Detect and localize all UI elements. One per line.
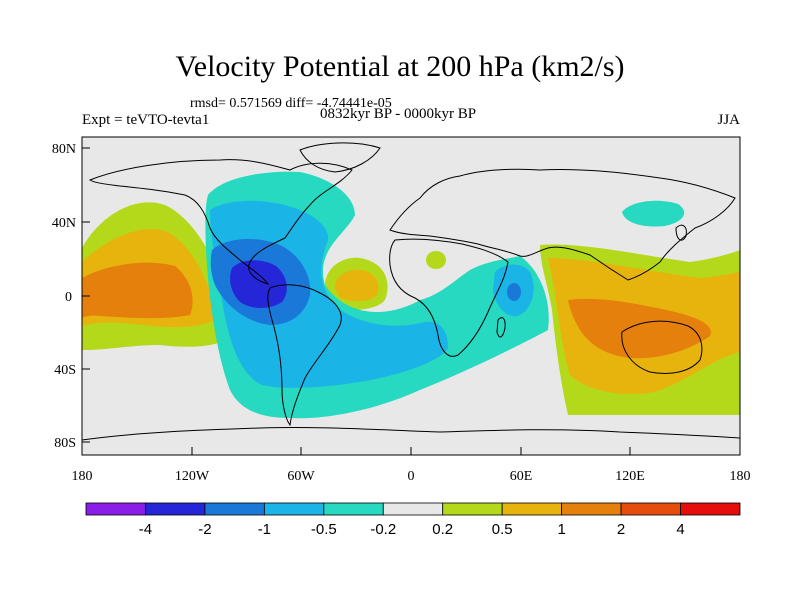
coast-australia bbox=[621, 320, 703, 374]
coast-japan bbox=[675, 224, 687, 241]
colorbar-label: -4 bbox=[139, 521, 152, 538]
contour-indo-pacific-1 bbox=[568, 298, 711, 359]
lat-label: 80N bbox=[52, 142, 76, 157]
colorbar-label: 2 bbox=[617, 521, 625, 538]
colorbar-label: -2 bbox=[198, 521, 211, 538]
period-label: 0832kyr BP - 0000kyr BP bbox=[320, 106, 477, 122]
stats-label: rmsd= 0.571569 diff= -4.74441e-05 bbox=[190, 96, 392, 111]
lon-label: 60W bbox=[287, 469, 315, 484]
colorbar-swatch bbox=[382, 502, 444, 516]
contour-indian-ocean-neg1 bbox=[507, 283, 521, 301]
colorbar-label: -1 bbox=[258, 521, 271, 538]
coastlines bbox=[82, 142, 740, 441]
colorbar: -4 -2 -1 -0.5 -0.2 0.2 0.5 1 2 4 bbox=[85, 502, 741, 538]
lon-axis: 180 120W 60W 0 60E 120E 180 bbox=[72, 447, 751, 484]
experiment-label: Expt = teVTO-tevta1 bbox=[82, 112, 210, 128]
lon-label: 180 bbox=[72, 469, 93, 484]
colorbar-label: 0.5 bbox=[492, 521, 513, 538]
season-label: JJA bbox=[717, 112, 740, 128]
colorbar-label: -0.2 bbox=[370, 521, 396, 538]
contour-africa-0.2 bbox=[426, 251, 446, 269]
lon-label: 120E bbox=[615, 469, 645, 484]
contour-atlantic-0.5 bbox=[334, 269, 379, 302]
colorbar-label: -0.5 bbox=[311, 521, 337, 538]
colorbar-label: 4 bbox=[676, 521, 684, 538]
coast-madagascar bbox=[496, 317, 506, 338]
lon-label: 60E bbox=[510, 469, 533, 484]
colorbar-swatch bbox=[145, 502, 206, 516]
colorbar-swatch bbox=[620, 502, 681, 516]
coast-greenland bbox=[299, 142, 381, 173]
colorbar-swatch bbox=[561, 502, 622, 516]
colorbar-swatch bbox=[323, 502, 384, 516]
lat-axis: 80N 40N 0 40S 80S bbox=[52, 142, 90, 451]
colorbar-swatch bbox=[204, 502, 265, 516]
lon-label: 180 bbox=[730, 469, 751, 484]
contour-ne-asia-neg0.2 bbox=[622, 200, 685, 227]
colorbar-label: 1 bbox=[557, 521, 565, 538]
plot-title: Velocity Potential at 200 hPa (km2/s) bbox=[175, 50, 625, 83]
colorbar-swatch bbox=[263, 502, 325, 516]
contour-americas-neg2 bbox=[230, 260, 287, 308]
coast-north-america bbox=[88, 159, 353, 285]
colorbar-swatch bbox=[85, 502, 146, 516]
lat-label: 40S bbox=[54, 363, 76, 378]
lon-label: 0 bbox=[408, 469, 415, 484]
colorbar-label: 0.2 bbox=[432, 521, 453, 538]
colorbar-swatch bbox=[442, 502, 503, 516]
contour-field bbox=[82, 171, 740, 419]
lat-label: 80S bbox=[54, 436, 76, 451]
contour-east-pacific-1 bbox=[82, 262, 193, 319]
coast-europe-asia bbox=[389, 168, 736, 281]
colorbar-swatch bbox=[680, 502, 741, 516]
lon-label: 120W bbox=[175, 469, 210, 484]
coast-africa bbox=[389, 238, 509, 357]
lat-label: 40N bbox=[52, 216, 76, 231]
coast-south-america bbox=[267, 284, 342, 427]
colorbar-swatch bbox=[501, 502, 563, 516]
lat-label: 0 bbox=[65, 290, 72, 305]
coast-antarctica bbox=[82, 426, 740, 441]
